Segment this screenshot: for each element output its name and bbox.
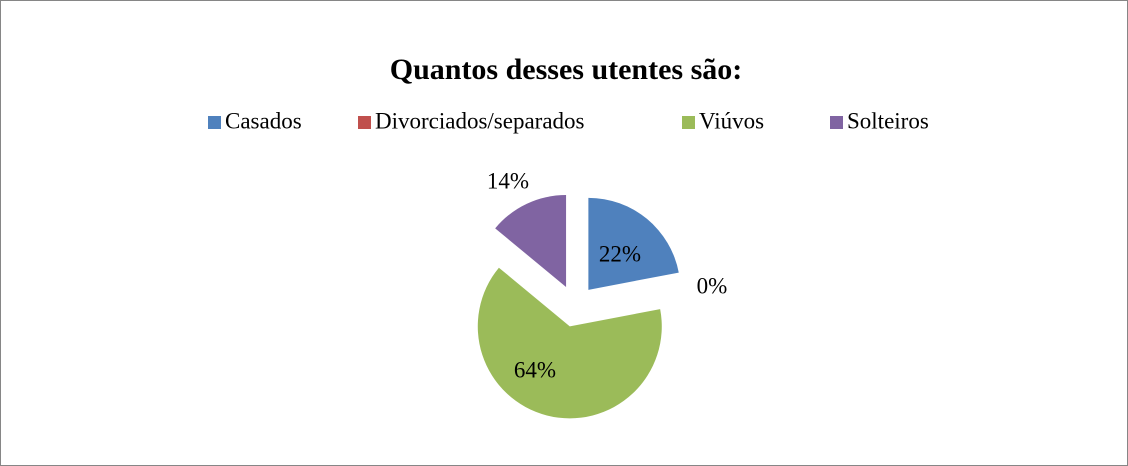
legend-label: Solteiros — [847, 108, 929, 133]
data-label: 22% — [599, 241, 641, 266]
legend-swatch — [208, 116, 221, 129]
pie-slice — [588, 197, 679, 290]
legend-swatch — [830, 116, 843, 129]
legend-label: Divorciados/separados — [375, 108, 585, 133]
legend-swatch — [682, 116, 695, 129]
data-label: 0% — [697, 273, 728, 298]
data-label: 14% — [487, 168, 529, 193]
chart-title: Quantos desses utentes são: — [390, 53, 743, 86]
legend-label: Viúvos — [699, 108, 764, 133]
legend-label: Casados — [225, 108, 302, 133]
pie-slice — [495, 194, 567, 287]
data-label: 64% — [514, 357, 556, 382]
pie-slice — [477, 267, 662, 419]
legend-swatch — [358, 116, 371, 129]
